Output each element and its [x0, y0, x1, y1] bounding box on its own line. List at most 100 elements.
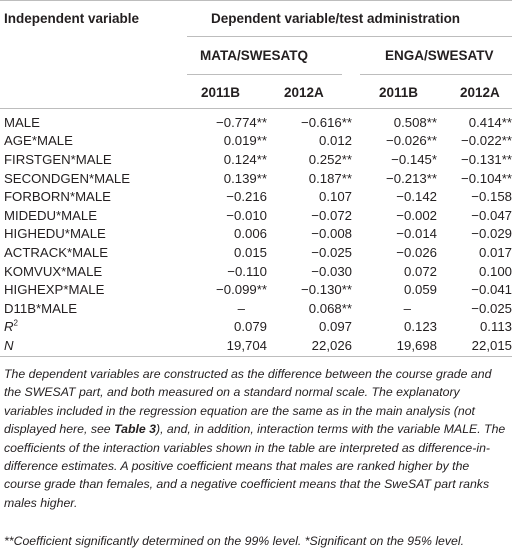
value-mata-2012a: −0.130**	[301, 282, 352, 298]
value-mata-2011b: 0.015	[233, 244, 267, 260]
value-mata-2011b: 19,704	[226, 337, 267, 353]
value-enga-2012a: 0.414**	[468, 114, 512, 130]
value-enga-2012a: 0.017	[478, 244, 512, 260]
value-mata-2011b: 0.139**	[223, 170, 267, 186]
value-mata-2011b: −0.110	[227, 263, 267, 279]
value-enga-2012a: −0.025	[471, 300, 512, 316]
table-row: HIGHEDU*MALE 0.006 −0.008 −0.014 −0.029	[0, 225, 512, 244]
table-row: HIGHEXP*MALE −0.099** −0.130** 0.059 −0.…	[0, 280, 512, 299]
dependent-variable-rule	[187, 36, 512, 37]
footnote-text-2: ), and, in addition, interaction terms w…	[4, 422, 506, 510]
table-3-reference: Table 3	[114, 422, 156, 437]
significance-note: **Coefficient significantly determined o…	[4, 534, 465, 548]
value-mata-2012a: 0.252**	[308, 151, 352, 167]
row-label: FORBORN*MALE	[4, 189, 111, 205]
value-mata-2011b: 0.019**	[223, 133, 267, 149]
value-mata-2012a: −0.616**	[301, 114, 352, 130]
footnote-text-1: The dependent variables are constructed …	[4, 367, 492, 437]
row-label: AGE*MALE	[4, 133, 73, 149]
value-enga-2011b: 19,698	[396, 337, 437, 353]
value-enga-2012a: −0.047	[471, 207, 512, 223]
row-label: MIDEDU*MALE	[4, 207, 98, 223]
value-mata-2011b: 0.079	[233, 319, 267, 335]
value-enga-2011b: −0.026	[396, 244, 437, 260]
value-enga-2011b: 0.059	[403, 282, 437, 298]
r-squared-label: R	[4, 319, 14, 335]
table-row: R2 0.079 0.097 0.123 0.113	[0, 318, 512, 337]
value-enga-2012a: −0.041	[471, 282, 512, 298]
table-row: FORBORN*MALE −0.216 0.107 −0.142 −0.158	[0, 187, 512, 206]
value-mata-2012a: 0.068**	[308, 300, 352, 316]
table-row: FIRSTGEN*MALE 0.124** 0.252** −0.145* −0…	[0, 150, 512, 169]
table-row: AGE*MALE 0.019** 0.012 −0.026** −0.022**	[0, 132, 512, 151]
value-mata-2011b: 0.124**	[223, 151, 267, 167]
value-mata-2012a: 0.187**	[308, 170, 352, 186]
table-row: N 19,704 22,026 19,698 22,015	[0, 336, 512, 355]
value-mata-2011b: 0.006	[233, 226, 267, 242]
table-row: MALE −0.774** −0.616** 0.508** 0.414**	[0, 113, 512, 132]
value-mata-2011b: −0.099**	[216, 282, 267, 298]
row-label: N	[4, 337, 14, 353]
independent-variable-header: Independent variable	[4, 11, 140, 26]
row-label: D11B*MALE	[4, 300, 78, 316]
value-enga-2011b: –	[403, 300, 411, 316]
year-header-enga-2011b: 2011B	[379, 85, 419, 100]
value-mata-2012a: −0.008	[311, 226, 352, 242]
value-enga-2012a: −0.104**	[461, 170, 512, 186]
value-enga-2012a: −0.022**	[461, 133, 512, 149]
value-mata-2012a: −0.025	[311, 244, 352, 260]
table-row: SECONDGEN*MALE 0.139** 0.187** −0.213** …	[0, 169, 512, 188]
value-enga-2011b: −0.014	[396, 226, 437, 242]
coefficients-table: MALE −0.774** −0.616** 0.508** 0.414** A…	[0, 113, 512, 355]
year-header-enga-2012a: 2012A	[460, 85, 500, 100]
year-header-mata-2011b: 2011B	[201, 85, 241, 100]
value-mata-2011b: −0.216	[226, 189, 267, 205]
table-footnote: The dependent variables are constructed …	[4, 365, 508, 512]
value-enga-2011b: −0.145*	[391, 151, 437, 167]
table-row: MIDEDU*MALE −0.010 −0.072 −0.002 −0.047	[0, 206, 512, 225]
row-label: HIGHEDU*MALE	[4, 226, 106, 242]
row-label: SECONDGEN*MALE	[4, 170, 131, 186]
row-label: KOMVUX*MALE	[4, 263, 103, 279]
value-enga-2012a: −0.029	[471, 226, 512, 242]
value-enga-2012a: 0.100	[478, 263, 512, 279]
value-mata-2011b: –	[237, 300, 245, 316]
value-enga-2012a: 22,015	[471, 337, 512, 353]
table-row: KOMVUX*MALE −0.110 −0.030 0.072 0.100	[0, 262, 512, 281]
value-enga-2011b: −0.002	[396, 207, 437, 223]
r-squared-superscript: 2	[13, 318, 18, 328]
group-rule-enga	[360, 74, 512, 75]
bottom-rule	[0, 356, 512, 357]
value-enga-2011b: −0.213**	[386, 170, 437, 186]
value-enga-2011b: 0.123	[403, 319, 437, 335]
year-header-mata-2012a: 2012A	[284, 85, 324, 100]
group-rule-mata	[187, 74, 342, 75]
value-mata-2011b: −0.010	[226, 207, 267, 223]
row-label: HIGHEXP*MALE	[4, 282, 105, 298]
value-mata-2012a: −0.030	[311, 263, 352, 279]
row-label: ACTRACK*MALE	[4, 244, 109, 260]
value-mata-2012a: −0.072	[311, 207, 352, 223]
header-rule	[0, 108, 512, 109]
value-mata-2011b: −0.774**	[216, 114, 267, 130]
group-header-enga: ENGA/SWESATV	[385, 48, 494, 63]
value-enga-2011b: 0.072	[403, 263, 437, 279]
value-enga-2011b: −0.142	[396, 189, 437, 205]
table-row: D11B*MALE – 0.068** – −0.025	[0, 299, 512, 318]
row-label: R2	[0, 318, 187, 337]
row-label: MALE	[4, 114, 40, 130]
value-enga-2011b: −0.026**	[386, 133, 437, 149]
value-enga-2012a: −0.158	[471, 189, 512, 205]
group-header-mata: MATA/SWESATQ	[200, 48, 308, 63]
value-mata-2012a: 0.107	[318, 189, 352, 205]
table-row: ACTRACK*MALE 0.015 −0.025 −0.026 0.017	[0, 243, 512, 262]
dependent-variable-header: Dependent variable/test administration	[211, 11, 461, 26]
value-enga-2011b: 0.508**	[393, 114, 437, 130]
value-mata-2012a: 0.097	[318, 319, 352, 335]
value-mata-2012a: 22,026	[311, 337, 352, 353]
value-mata-2012a: 0.012	[318, 133, 352, 149]
top-rule	[0, 0, 512, 1]
value-enga-2012a: 0.113	[479, 319, 512, 335]
row-label: FIRSTGEN*MALE	[4, 151, 112, 167]
